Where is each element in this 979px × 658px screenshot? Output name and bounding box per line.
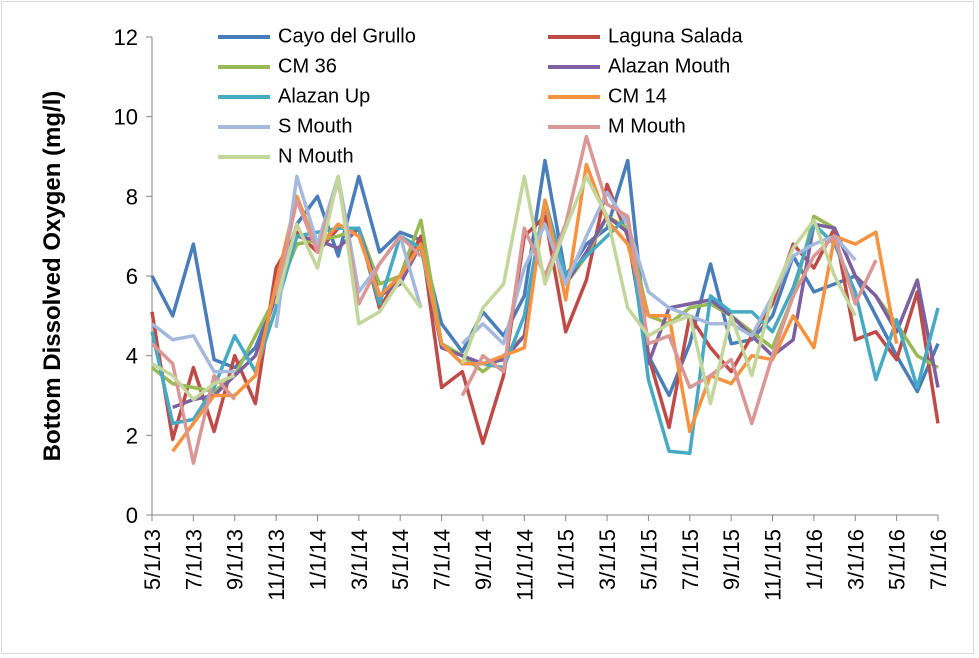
series-line: [150, 322, 235, 374]
legend-label: CM 36: [278, 55, 337, 77]
x-tick-label: 3/1/14: [347, 529, 372, 590]
x-tick-label: 11/1/14: [512, 529, 537, 601]
y-axis-label: Bottom Dissolved Oxygen (mg/l): [39, 91, 66, 462]
series-line: [274, 174, 423, 326]
x-tick-label: 3/1/15: [595, 529, 620, 590]
legend-label: S Mouth: [278, 115, 352, 137]
x-tick-label: 9/1/13: [223, 529, 248, 590]
x-tick-label: 5/1/14: [388, 529, 413, 590]
x-tick-label: 5/1/16: [885, 529, 910, 590]
x-tick-label: 1/1/16: [802, 529, 827, 590]
y-tick-label: 0: [126, 503, 138, 528]
series-line: [460, 134, 878, 426]
x-tick-label: 5/1/15: [636, 529, 661, 590]
series-line: [460, 174, 857, 406]
x-tick-label: 1/1/15: [554, 529, 579, 590]
x-tick-label: 7/1/16: [926, 529, 951, 590]
x-tick-label: 11/1/15: [761, 529, 786, 601]
x-tick-label: 9/1/15: [719, 529, 744, 590]
series-line: [151, 362, 236, 402]
y-tick-label: 2: [126, 423, 138, 448]
legend-label: CM 14: [608, 85, 667, 107]
y-tick-label: 6: [126, 264, 138, 289]
x-tick-label: 7/1/14: [430, 529, 455, 590]
x-tick-label: 3/1/16: [843, 529, 868, 590]
x-tick-label: 7/1/15: [678, 529, 703, 590]
series-line: [461, 190, 857, 346]
x-tick-label: 9/1/14: [471, 529, 496, 590]
x-tick-label: 5/1/13: [140, 529, 165, 590]
legend-label: N Mouth: [278, 145, 354, 167]
y-tick-label: 8: [126, 184, 138, 209]
x-tick-label: 7/1/13: [181, 529, 206, 590]
legend-label: Laguna Salada: [608, 25, 743, 47]
series-line: [150, 342, 237, 465]
y-tick-label: 10: [114, 105, 138, 130]
legend-label: Alazan Up: [278, 85, 370, 107]
legend-label: Cayo del Grullo: [278, 25, 416, 47]
legend-label: M Mouth: [608, 115, 686, 137]
legend-label: Alazan Mouth: [608, 55, 730, 77]
y-tick-label: 12: [114, 25, 138, 50]
y-tick-label: 4: [126, 344, 138, 369]
x-tick-label: 11/1/13: [264, 529, 289, 601]
x-tick-label: 1/1/14: [305, 529, 330, 590]
